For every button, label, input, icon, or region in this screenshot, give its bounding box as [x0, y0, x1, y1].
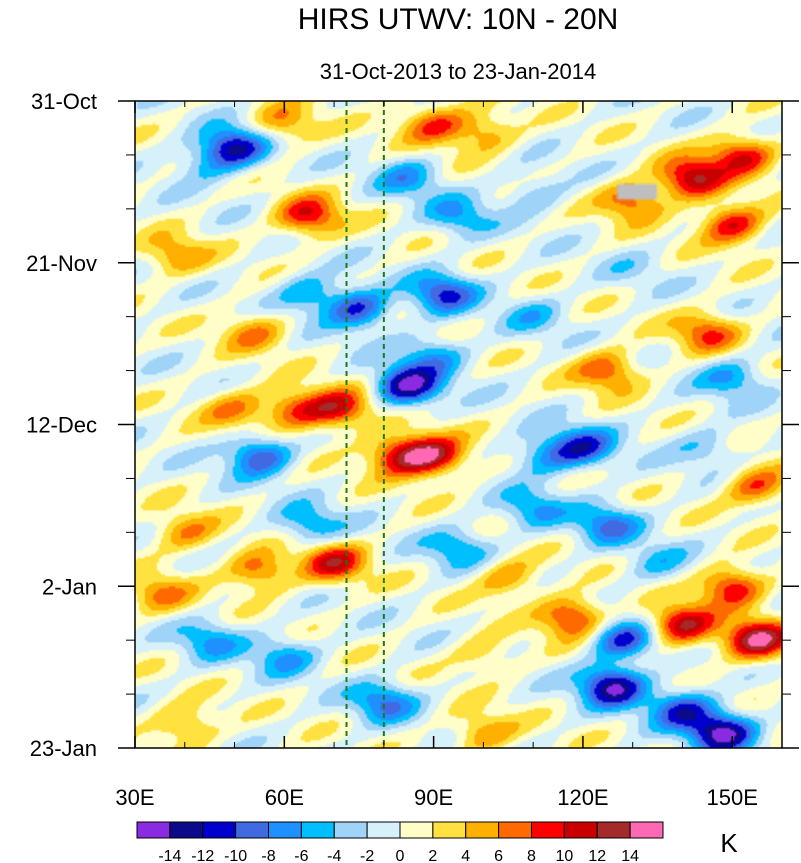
colorbar: -14 -12 -10 -8 -6 -4 -2 0 2 4 6 8 10 12 14 — [136, 821, 664, 863]
colorbar-swatch — [268, 821, 302, 839]
colorbar-swatch — [366, 821, 401, 839]
x-tick-label: 120E — [557, 785, 608, 810]
colorbar-label: 6 — [494, 848, 503, 863]
chart-subtitle: 31-Oct-2013 to 23-Jan-2014 — [320, 59, 596, 84]
x-tick-label: 90E — [414, 785, 453, 810]
colorbar-swatch — [169, 821, 204, 839]
colorbar-swatch — [300, 821, 335, 839]
colorbar-swatch — [333, 821, 368, 839]
colorbar-label: -10 — [224, 848, 247, 863]
y-tick-label: 23-Jan — [30, 736, 97, 761]
colorbar-label: 8 — [527, 848, 536, 863]
colorbar-label: -4 — [327, 848, 341, 863]
colorbar-swatch — [235, 821, 269, 839]
colorbar-swatch — [202, 821, 237, 839]
y-tick-label: 12-Dec — [26, 413, 97, 438]
colorbar-swatch — [399, 821, 434, 839]
colorbar-swatch — [563, 821, 598, 839]
colorbar-swatch — [498, 821, 532, 839]
colorbar-label: 12 — [588, 848, 606, 863]
colorbar-swatch — [465, 821, 500, 839]
plot-area — [135, 101, 782, 748]
colorbar-label: -8 — [261, 848, 275, 863]
colorbar-label: 14 — [621, 848, 639, 863]
axes: 30E 60E 90E 120E 150E 31-Oct 21-Nov 12-Dec 2-Jan… — [26, 89, 799, 810]
heatmap-field — [135, 101, 782, 748]
colorbar-label: 10 — [555, 848, 573, 863]
y-tick-label: 21-Nov — [26, 251, 97, 276]
colorbar-label: -2 — [360, 848, 374, 863]
colorbar-unit-label: K — [720, 828, 738, 858]
colorbar-swatch — [629, 821, 664, 839]
colorbar-swatch — [136, 821, 171, 839]
colorbar-swatch — [432, 821, 467, 839]
chart-title: HIRS UTWV: 10N - 20N — [298, 3, 619, 36]
colorbar-swatch — [531, 821, 565, 839]
colorbar-swatch — [596, 821, 631, 839]
y-tick-label: 2-Jan — [42, 574, 97, 599]
y-tick-label: 31-Oct — [31, 89, 97, 114]
x-tick-label: 30E — [115, 785, 154, 810]
colorbar-label: -14 — [158, 848, 181, 863]
colorbar-label: 4 — [461, 848, 470, 863]
colorbar-label: 0 — [396, 848, 405, 863]
colorbar-label: -6 — [294, 848, 308, 863]
colorbar-label: -12 — [191, 848, 214, 863]
x-tick-label: 150E — [707, 785, 758, 810]
colorbar-label: 2 — [428, 848, 437, 863]
x-tick-label: 60E — [265, 785, 304, 810]
